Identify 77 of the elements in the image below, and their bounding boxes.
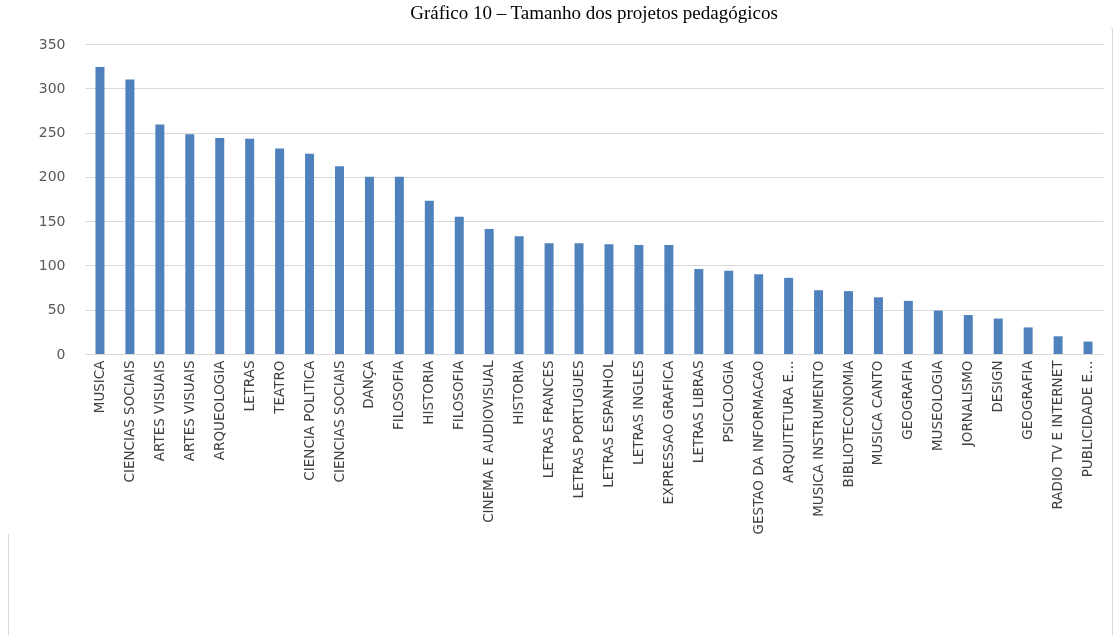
bar — [784, 277, 794, 354]
x-tick-label: CIENCIAS SOCIAIS — [120, 360, 137, 483]
bar — [1023, 327, 1033, 354]
bar — [963, 315, 973, 354]
x-tick-label: GEOGRAFIA — [899, 359, 916, 440]
x-tick-label: GEOGRAFIA — [1019, 359, 1036, 440]
x-tick-label: LETRAS — [240, 360, 257, 412]
bar — [484, 229, 494, 354]
x-tick-label: EXPRESSAO GRAFICA — [659, 359, 676, 505]
bar — [694, 268, 704, 354]
bar — [933, 310, 943, 354]
x-tick-label: LETRAS INGLES — [629, 360, 646, 465]
x-tick-label: MUSEOLOGIA — [929, 359, 946, 452]
bar — [335, 166, 344, 354]
bar — [724, 270, 734, 354]
x-tick-label: MUSICA CANTO — [869, 360, 886, 466]
bar — [394, 176, 404, 354]
x-tick-label: JORNALISMO — [959, 360, 976, 448]
x-tick-label: GESTAO DA INFORMACAO — [749, 360, 766, 535]
x-tick-label: HISTORIA — [510, 359, 527, 425]
x-tick-label: LETRAS PORTUGUES — [570, 360, 587, 499]
bar — [574, 243, 584, 354]
x-tick-label: ARTES VISUAIS — [150, 360, 167, 462]
x-tick-label: MUSICA INSTRUMENTO — [809, 360, 826, 517]
bar — [305, 153, 315, 354]
x-tick-label: PSICOLOGIA — [719, 359, 736, 443]
y-tick-label: 150 — [38, 212, 66, 229]
bar — [754, 274, 764, 354]
x-tick-label: BIBLIOTECONOMIA — [839, 359, 856, 488]
y-tick-label: 250 — [38, 124, 66, 141]
x-tick-label: LETRAS LIBRAS — [689, 360, 706, 464]
bar — [95, 67, 105, 354]
bar — [544, 243, 554, 354]
x-tick-label: CIENCIA POLITICA — [300, 359, 317, 481]
x-tick-label: DESIGN — [989, 360, 1006, 413]
x-tick-label: LETRAS FRANCES — [540, 360, 557, 479]
bar — [1053, 336, 1063, 354]
bar — [993, 318, 1003, 354]
x-tick-label: DANÇA — [360, 359, 377, 409]
x-tick-label: RADIO TV E INTERNET — [1049, 359, 1066, 510]
x-tick-label: TEATRO — [270, 360, 287, 415]
bar — [844, 291, 853, 354]
x-tick-label: LETRAS ESPANHOL — [599, 360, 616, 488]
bar — [1083, 341, 1093, 354]
bar — [364, 176, 374, 354]
x-tick-label: CINEMA E AUDIOVISUAL — [480, 360, 497, 523]
bar — [903, 300, 913, 354]
bar — [664, 245, 674, 354]
bar — [125, 79, 135, 354]
bar — [634, 245, 644, 354]
x-tick-label: FILOSOFIA — [390, 359, 407, 431]
bar — [215, 137, 225, 354]
y-tick-label: 350 — [38, 35, 66, 52]
bar — [185, 134, 195, 354]
bar — [514, 236, 524, 354]
y-tick-label: 100 — [38, 256, 66, 273]
bar — [873, 297, 883, 354]
x-tick-label: CIENCIAS SOCIAIS — [330, 360, 347, 483]
bar — [245, 138, 255, 354]
bar — [275, 148, 285, 354]
bar — [604, 244, 614, 354]
y-tick-label: 200 — [38, 168, 66, 185]
y-tick-label: 50 — [47, 301, 66, 318]
bar — [155, 124, 165, 354]
bar — [814, 290, 824, 354]
x-tick-label: PUBLICIDADE E… — [1079, 360, 1096, 478]
x-tick-label: FILOSOFIA — [450, 359, 467, 431]
x-tick-label: ARQUEOLOGIA — [210, 359, 227, 461]
bar — [454, 216, 464, 354]
x-tick-label: HISTORIA — [420, 359, 437, 425]
x-tick-label: ARTES VISUAIS — [180, 360, 197, 462]
bar — [424, 200, 434, 354]
x-tick-label: MUSICA — [90, 359, 107, 414]
y-tick-label: 0 — [56, 345, 66, 362]
y-tick-label: 300 — [38, 79, 66, 96]
chart-title: Gráfico 10 – Tamanho dos projetos pedagógicos — [410, 2, 778, 23]
x-tick-label: ARQUITETURA E… — [779, 360, 796, 483]
